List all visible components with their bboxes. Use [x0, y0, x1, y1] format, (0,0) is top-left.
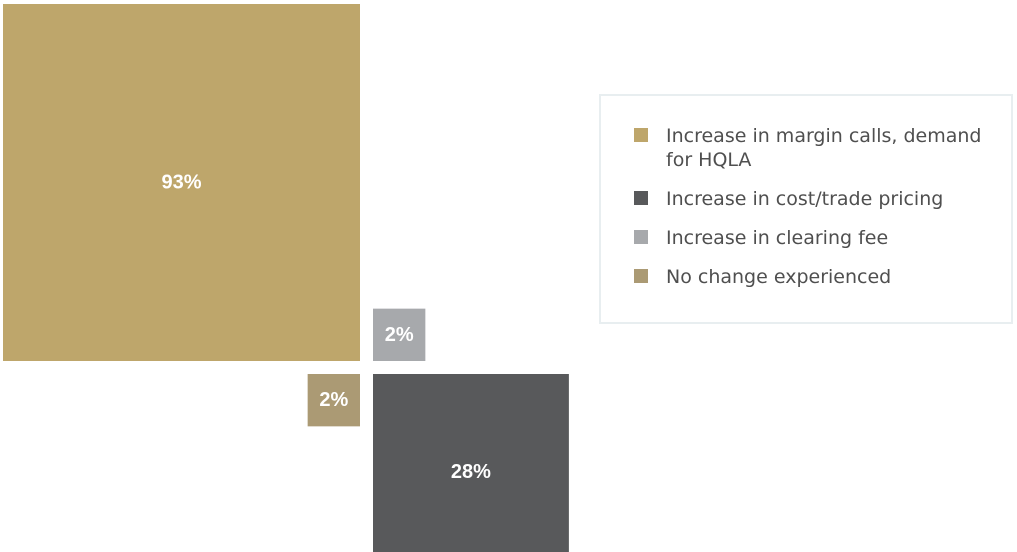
legend-item-margin-calls: Increase in margin calls, demand for HQL…	[634, 124, 1011, 172]
square-no-change	[307, 374, 360, 427]
legend: Increase in margin calls, demand for HQL…	[599, 94, 1013, 324]
legend-swatch	[634, 230, 648, 244]
legend-label: Increase in margin calls, demand for HQL…	[666, 125, 982, 171]
legend-swatch	[634, 269, 648, 283]
legend-item-no-change: No change experienced	[634, 265, 1011, 289]
legend-label: Increase in cost/trade pricing	[666, 188, 944, 210]
legend-list: Increase in margin calls, demand for HQL…	[601, 96, 1011, 289]
square-cost-trade-pricing	[373, 374, 569, 552]
square-clearing-fee	[373, 308, 426, 361]
legend-item-cost-trade-pricing: Increase in cost/trade pricing	[634, 187, 1011, 211]
legend-item-clearing-fee: Increase in clearing fee	[634, 226, 1011, 250]
legend-swatch	[634, 191, 648, 205]
data-label-clearing-fee: 2%	[385, 324, 414, 346]
data-label-no-change: 2%	[319, 389, 348, 411]
data-label-margin-calls: 93%	[161, 172, 201, 194]
legend-swatch	[634, 128, 648, 142]
data-label-cost-trade-pricing: 28%	[451, 461, 491, 483]
legend-label: No change experienced	[666, 266, 892, 288]
square-margin-calls	[3, 4, 360, 361]
legend-label: Increase in clearing fee	[666, 227, 889, 249]
